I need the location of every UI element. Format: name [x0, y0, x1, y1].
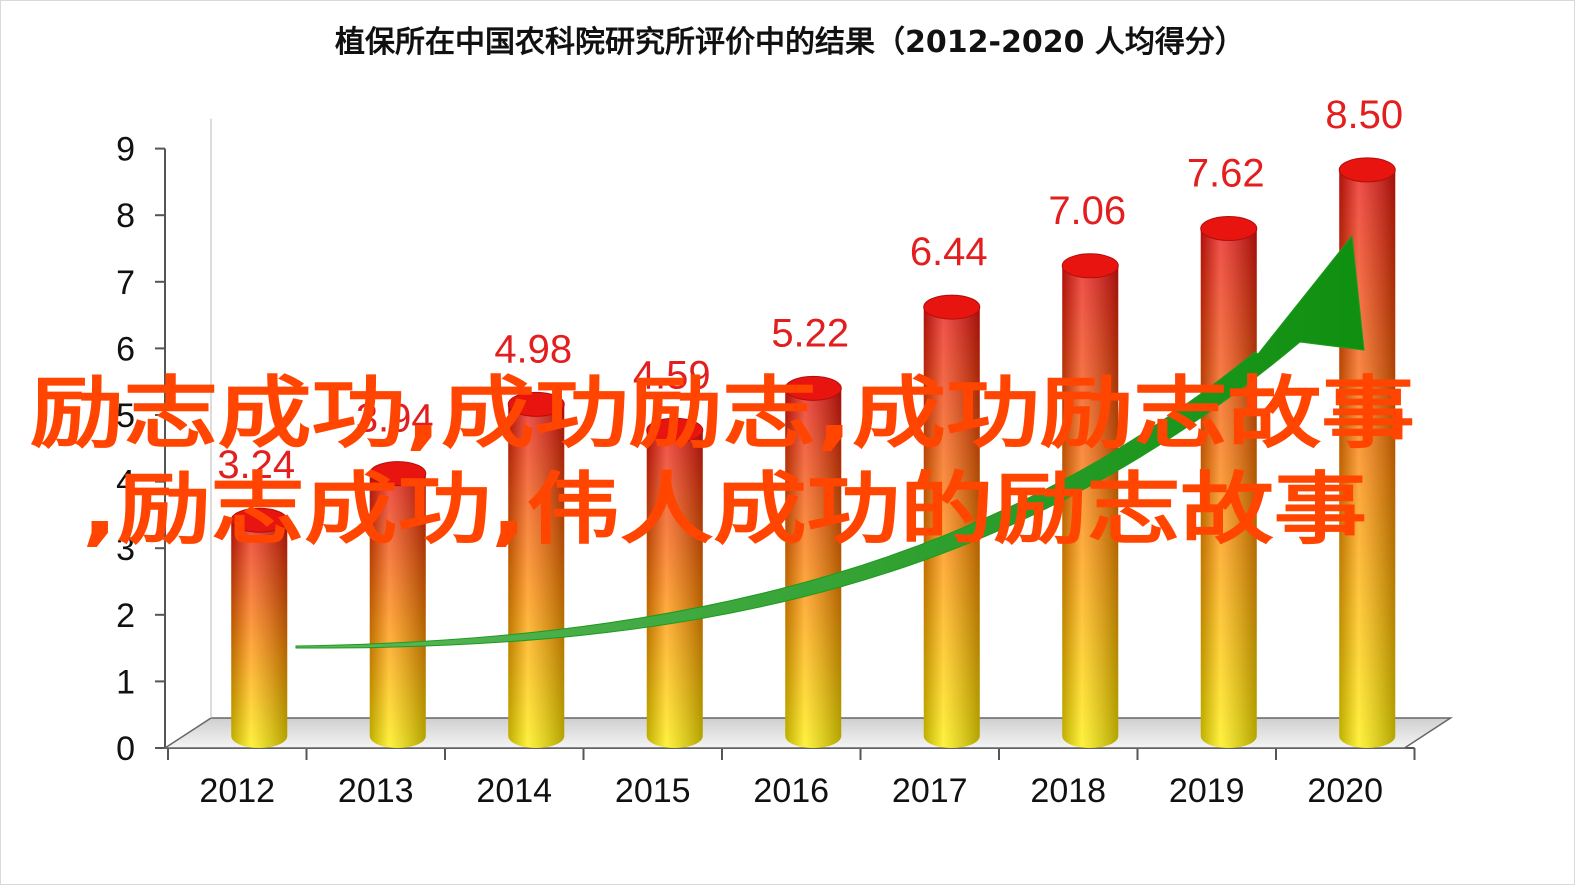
data-label: 4.59	[633, 353, 711, 397]
data-label: 7.06	[1048, 189, 1126, 233]
x-tick-label: 2015	[615, 772, 691, 810]
y-tick-label: 0	[116, 730, 135, 768]
y-tick-label: 6	[116, 330, 135, 368]
y-tick-label: 5	[116, 397, 135, 435]
trend-arrow-shape	[295, 234, 1365, 649]
y-tick-label: 3	[116, 530, 135, 568]
bar	[646, 417, 704, 748]
bar	[1061, 253, 1119, 748]
x-tick-label: 2013	[338, 772, 414, 810]
overlay-caption: 励志成功,成功励志,成功励志故事 ,励志成功,伟人成功的励志故事	[30, 369, 1415, 555]
data-label: 8.50	[1325, 93, 1403, 137]
bar-top	[784, 375, 842, 401]
bar-top	[1061, 253, 1119, 279]
bar-shading	[508, 404, 565, 748]
bar-shading	[231, 520, 288, 748]
bar-shading	[646, 430, 703, 748]
x-tick-label: 2012	[199, 772, 275, 810]
y-tick-label: 8	[116, 197, 135, 235]
bar-top	[923, 294, 981, 320]
y-tick-label: 4	[116, 464, 135, 502]
data-label: 3.24	[217, 443, 295, 487]
bar	[784, 375, 842, 748]
bar-shading	[1200, 228, 1257, 748]
data-label: 4.98	[494, 327, 572, 371]
bar-top	[1200, 216, 1258, 242]
bar	[369, 461, 427, 748]
data-label: 3.94	[356, 397, 434, 441]
bar	[230, 507, 288, 748]
bar-top	[369, 461, 427, 487]
x-tick-label: 2014	[476, 772, 552, 810]
bar	[507, 391, 565, 748]
y-tick-label: 1	[116, 663, 135, 701]
chart-title: 植保所在中国农科院研究所评价中的结果（2012-2020 人均得分）	[335, 25, 1245, 60]
bar-shading	[785, 388, 842, 748]
trend-arrow	[295, 234, 1365, 649]
x-tick-label: 2018	[1030, 772, 1106, 810]
x-tick-label: 2020	[1307, 772, 1383, 810]
bar	[1200, 216, 1258, 748]
overlay-line-2: ,励志成功,伟人成功的励志故事	[82, 465, 1367, 555]
bar-shading	[1062, 265, 1119, 748]
x-tick-label: 2016	[753, 772, 829, 810]
data-labels: 3.24 3.94 4.98 4.59 5.22 6.44 7.06 7.62 8.50	[217, 93, 1403, 487]
bar-top	[1338, 157, 1396, 183]
bar-shading	[369, 473, 426, 748]
y-tick-label: 2	[116, 597, 135, 635]
bar-top	[507, 391, 565, 417]
overlay-line-1: 励志成功,成功励志,成功励志故事	[30, 369, 1415, 459]
y-tick-label: 7	[116, 264, 135, 302]
data-label: 6.44	[910, 230, 988, 274]
data-label: 5.22	[771, 311, 849, 355]
x-tick-label: 2017	[892, 772, 968, 810]
bar	[923, 294, 981, 748]
bar-shading	[923, 307, 980, 748]
bar-top	[230, 507, 288, 533]
bar-top	[646, 417, 704, 443]
y-tick-label: 9	[116, 131, 135, 169]
x-tick-label: 2019	[1169, 772, 1245, 810]
data-label: 7.62	[1187, 152, 1265, 196]
